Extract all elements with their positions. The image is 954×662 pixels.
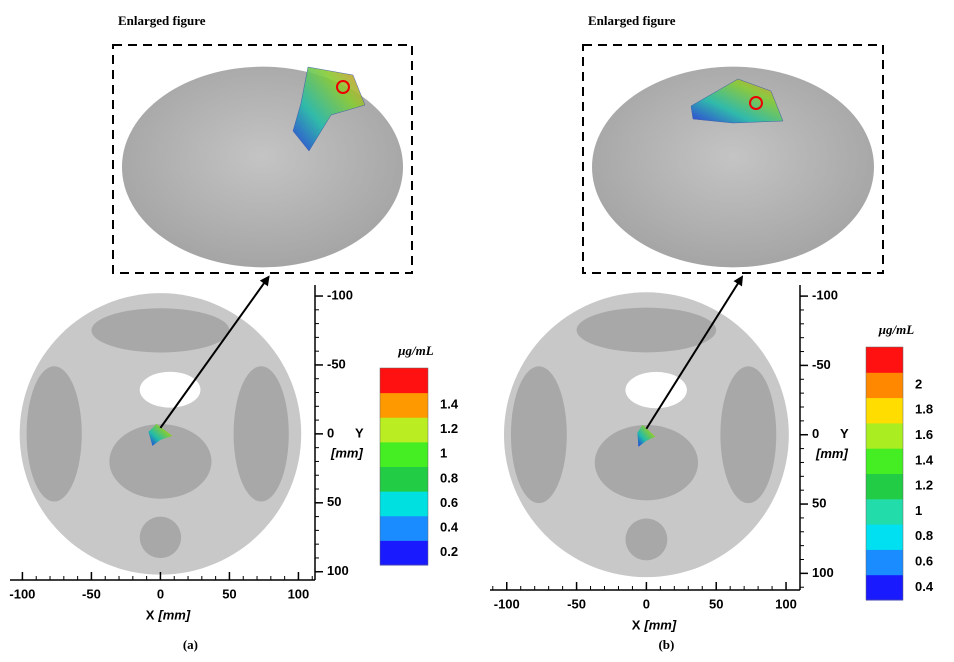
colorbar-label: 1.4: [440, 396, 459, 411]
x-tick-label: 100: [775, 596, 797, 611]
insert: [109, 424, 212, 499]
colorbar-label: 1: [440, 446, 447, 461]
panel: Enlarged figure-100 -50 0 50 100-100-5005010…: [490, 13, 934, 652]
colorbar-band: [866, 574, 903, 601]
colorbar-label: 1.6: [915, 427, 933, 442]
hole: [625, 371, 687, 409]
insert: [576, 307, 717, 353]
colorbar-band: [380, 417, 428, 443]
colorbar-label: 0.4: [915, 579, 934, 594]
y-tick-label: 0: [327, 425, 334, 440]
colorbar-label: 0.4: [440, 520, 459, 535]
insert: [720, 366, 777, 504]
colorbar-band: [866, 397, 903, 424]
colorbar-label: 0.2: [440, 544, 458, 559]
colorbar-frame: [379, 367, 429, 566]
enlarged-phantom: [121, 66, 404, 268]
colorbar-band: [866, 524, 903, 550]
x-tick-label: -50: [82, 586, 101, 601]
y-tick-label: 100: [327, 563, 349, 578]
colorbar-frame: [865, 346, 904, 601]
x-unit: [mm]: [643, 617, 676, 632]
colorbar-unit: μg/mL: [878, 322, 914, 337]
y-tick-label: 50: [327, 494, 341, 509]
hole: [139, 371, 201, 408]
reconstruction: [148, 423, 173, 446]
colorbar-band: [866, 347, 903, 373]
y-label: Y: [355, 425, 364, 440]
y-tick-label: -100: [812, 288, 838, 303]
y-unit: [mm]: [815, 446, 848, 461]
y-tick-label: -100: [327, 287, 353, 302]
colorbar-band: [866, 473, 903, 500]
insert: [233, 366, 289, 502]
colorbar-label: 1.2: [915, 478, 933, 493]
colorbar-band: [866, 372, 903, 399]
x-unit: [mm]: [157, 607, 190, 622]
y-label: Y: [840, 426, 849, 441]
colorbar-band: [380, 540, 428, 566]
x-tick-label: 0: [643, 596, 650, 611]
target-marker: [749, 96, 763, 110]
colorbar-label: 0.8: [440, 470, 458, 485]
insert: [594, 424, 699, 501]
colorbar-label: 1.8: [915, 402, 933, 417]
insert: [91, 308, 230, 353]
colorbar-band: [380, 515, 428, 541]
x-tick-label: 100: [288, 586, 310, 601]
insert: [139, 516, 182, 559]
x-tick-label: 0: [157, 586, 164, 601]
arrow: [159, 275, 270, 429]
colorbar-label: 1.2: [440, 421, 458, 436]
arrow: [645, 275, 744, 430]
enlarged-phantom: [592, 66, 874, 268]
x-tick-label: 50: [222, 586, 236, 601]
caption: (b): [658, 637, 674, 652]
y-tick-label: -50: [812, 357, 831, 372]
x-label: X: [146, 607, 155, 622]
x-tick-label: -100: [9, 586, 35, 601]
enlarged-box: [582, 44, 884, 274]
colorbar-label: 2: [915, 376, 922, 391]
y-tick-label: 100: [812, 565, 834, 580]
colorbar-label: 0.8: [915, 528, 933, 543]
enlarged-reconstruction: [292, 66, 366, 152]
target-marker: [336, 80, 350, 94]
colorbar-band: [866, 549, 903, 576]
colorbar-band: [866, 448, 903, 474]
panel: Enlarged figure-100 -50 0 50 100-100-5005010…: [9, 13, 458, 652]
colorbar-band: [380, 368, 428, 394]
y-unit: [mm]: [330, 445, 363, 460]
y-tick-label: -50: [327, 356, 346, 371]
y-tick-label: 0: [812, 426, 819, 441]
x-tick-label: -100: [494, 596, 520, 611]
colorbar-label: 0.6: [440, 495, 458, 510]
enlarged-reconstruction: [690, 78, 784, 124]
caption: (a): [183, 637, 198, 652]
reconstruction: [637, 424, 656, 447]
insert: [510, 366, 567, 504]
colorbar-band: [380, 392, 428, 418]
title: Enlarged figure: [118, 13, 206, 28]
title: Enlarged figure: [588, 13, 676, 28]
colorbar-band: [380, 466, 428, 492]
x-label: X: [632, 617, 641, 632]
colorbar-band: [380, 441, 428, 467]
insert: [26, 366, 82, 502]
colorbar-unit: μg/mL: [397, 343, 433, 358]
colorbar-label: 1: [915, 503, 922, 518]
enlarged-box: [112, 44, 413, 274]
colorbar-band: [866, 422, 903, 449]
x-tick-label: 50: [709, 596, 723, 611]
insert: [625, 518, 668, 561]
colorbar-band: [866, 498, 903, 525]
colorbar-band: [380, 491, 428, 517]
x-tick-label: -50: [567, 596, 586, 611]
colorbar-label: 1.4: [915, 452, 934, 467]
y-tick-label: 50: [812, 495, 826, 510]
colorbar-label: 0.6: [915, 553, 933, 568]
